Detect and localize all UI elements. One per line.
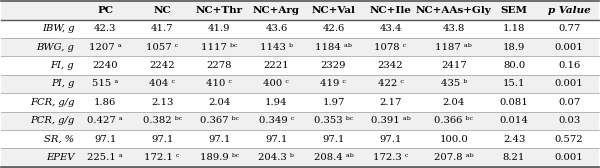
Bar	[1, 130, 599, 148]
Text: 1184 ᵃᵇ: 1184 ᵃᵇ	[315, 43, 352, 52]
Text: 100.0: 100.0	[439, 135, 468, 144]
Text: 410 ᶜ: 410 ᶜ	[206, 79, 232, 89]
Text: 435 ᵇ: 435 ᵇ	[440, 79, 467, 89]
Text: 41.9: 41.9	[208, 24, 230, 33]
Text: p Value: p Value	[548, 6, 590, 15]
Text: 42.3: 42.3	[94, 24, 116, 33]
Bar	[1, 20, 599, 38]
Text: 41.7: 41.7	[151, 24, 173, 33]
Text: 0.001: 0.001	[554, 43, 583, 52]
Text: 42.6: 42.6	[322, 24, 344, 33]
Text: 97.1: 97.1	[94, 135, 116, 144]
Text: 80.0: 80.0	[503, 61, 525, 70]
Text: 2.04: 2.04	[208, 98, 230, 107]
Text: 400 ᶜ: 400 ᶜ	[263, 79, 289, 89]
Text: NC+Ile: NC+Ile	[370, 6, 412, 15]
Text: 43.6: 43.6	[265, 24, 287, 33]
Text: 404 ᶜ: 404 ᶜ	[149, 79, 175, 89]
Text: PCR, g/g: PCR, g/g	[30, 116, 74, 125]
Text: 2.13: 2.13	[151, 98, 173, 107]
Text: 0.382 ᵇᶜ: 0.382 ᵇᶜ	[143, 116, 182, 125]
Text: 422 ᶜ: 422 ᶜ	[377, 79, 403, 89]
Text: 0.014: 0.014	[500, 116, 529, 125]
Text: 0.03: 0.03	[558, 116, 580, 125]
Bar	[1, 56, 599, 75]
Text: SEM: SEM	[500, 6, 527, 15]
Text: 43.8: 43.8	[443, 24, 465, 33]
Text: 0.001: 0.001	[554, 79, 583, 89]
Text: 1078 ᶜ: 1078 ᶜ	[374, 43, 407, 52]
Text: 172.1 ᶜ: 172.1 ᶜ	[145, 153, 180, 162]
Text: 515 ᵃ: 515 ᵃ	[92, 79, 118, 89]
Text: 0.07: 0.07	[558, 98, 580, 107]
Text: NC+Arg: NC+Arg	[253, 6, 300, 15]
Text: 1.86: 1.86	[94, 98, 116, 107]
Text: FI, g: FI, g	[50, 61, 74, 70]
Text: 97.1: 97.1	[322, 135, 344, 144]
Text: 0.572: 0.572	[555, 135, 583, 144]
Text: 1117 ᵇᶜ: 1117 ᵇᶜ	[201, 43, 238, 52]
Text: PI, g: PI, g	[51, 79, 74, 89]
Text: 0.427 ᵃ: 0.427 ᵃ	[87, 116, 123, 125]
Text: 97.1: 97.1	[265, 135, 287, 144]
Text: 8.21: 8.21	[503, 153, 525, 162]
Bar	[1, 38, 599, 56]
Text: PC: PC	[97, 6, 113, 15]
Text: NC+Val: NC+Val	[311, 6, 355, 15]
Text: 97.1: 97.1	[379, 135, 401, 144]
Text: 0.16: 0.16	[558, 61, 580, 70]
Text: 0.081: 0.081	[500, 98, 529, 107]
Text: NC+AAs+Gly: NC+AAs+Gly	[416, 6, 492, 15]
Text: 2342: 2342	[377, 61, 403, 70]
Bar	[1, 93, 599, 112]
Text: 189.9 ᵇᶜ: 189.9 ᵇᶜ	[200, 153, 239, 162]
Text: 15.1: 15.1	[503, 79, 525, 89]
Text: 2.17: 2.17	[379, 98, 401, 107]
Text: 0.366 ᵇᶜ: 0.366 ᵇᶜ	[434, 116, 473, 125]
Text: 2.04: 2.04	[443, 98, 465, 107]
Text: 18.9: 18.9	[503, 43, 525, 52]
Bar	[1, 1, 599, 20]
Text: 43.4: 43.4	[379, 24, 402, 33]
Bar	[1, 112, 599, 130]
Text: 2240: 2240	[92, 61, 118, 70]
Text: 1143 ᵇ: 1143 ᵇ	[260, 43, 293, 52]
Text: EPEV: EPEV	[46, 153, 74, 162]
Text: 419 ᶜ: 419 ᶜ	[320, 79, 346, 89]
Text: 225.1 ᵃ: 225.1 ᵃ	[87, 153, 123, 162]
Text: 0.391 ᵃᵇ: 0.391 ᵃᵇ	[371, 116, 410, 125]
Text: 2278: 2278	[206, 61, 232, 70]
Text: 2417: 2417	[441, 61, 467, 70]
Bar	[1, 148, 599, 167]
Text: 1057 ᶜ: 1057 ᶜ	[146, 43, 178, 52]
Text: 1.97: 1.97	[322, 98, 344, 107]
Text: 208.4 ᵃᵇ: 208.4 ᵃᵇ	[314, 153, 353, 162]
Text: 0.349 ᶜ: 0.349 ᶜ	[259, 116, 294, 125]
Text: FCR, g/g: FCR, g/g	[29, 98, 74, 107]
Text: 0.353 ᵇᶜ: 0.353 ᵇᶜ	[314, 116, 353, 125]
Text: IBW, g: IBW, g	[41, 24, 74, 33]
Text: 172.3 ᶜ: 172.3 ᶜ	[373, 153, 408, 162]
Text: 0.77: 0.77	[558, 24, 580, 33]
Text: SR, %: SR, %	[44, 135, 74, 144]
Text: NC: NC	[154, 6, 171, 15]
Text: 2.43: 2.43	[503, 135, 525, 144]
Text: 0.001: 0.001	[554, 153, 583, 162]
Text: BWG, g: BWG, g	[36, 43, 74, 52]
Bar	[1, 75, 599, 93]
Text: 1187 ᵃᵇ: 1187 ᵃᵇ	[436, 43, 472, 52]
Text: 1.18: 1.18	[503, 24, 525, 33]
Text: 2242: 2242	[149, 61, 175, 70]
Text: NC+Thr: NC+Thr	[196, 6, 243, 15]
Text: 204.3 ᵇ: 204.3 ᵇ	[259, 153, 294, 162]
Text: 97.1: 97.1	[208, 135, 230, 144]
Text: 1207 ᵃ: 1207 ᵃ	[89, 43, 121, 52]
Text: 0.367 ᵇᶜ: 0.367 ᵇᶜ	[200, 116, 239, 125]
Text: 1.94: 1.94	[265, 98, 287, 107]
Text: 207.8 ᵃᵇ: 207.8 ᵃᵇ	[434, 153, 473, 162]
Text: 2221: 2221	[263, 61, 289, 70]
Text: 97.1: 97.1	[151, 135, 173, 144]
Text: 2329: 2329	[320, 61, 346, 70]
